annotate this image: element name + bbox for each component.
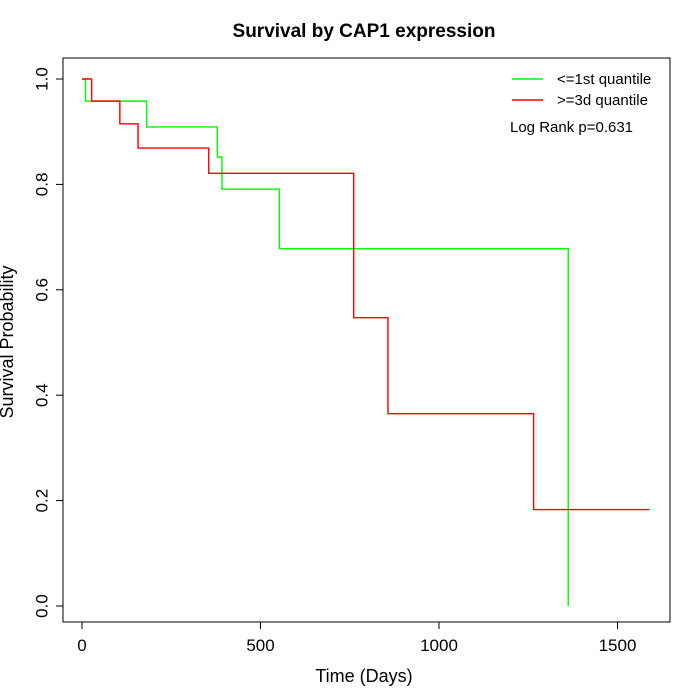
chart-title: Survival by CAP1 expression — [233, 21, 496, 42]
legend: <=1st quantile >=3d quantile — [512, 71, 651, 109]
series-line-0 — [82, 78, 569, 606]
plot-frame — [62, 57, 671, 623]
legend-label: <=1st quantile — [557, 71, 651, 88]
x-tick-label: 500 — [246, 636, 274, 655]
y-tick-label: 0.2 — [32, 489, 51, 513]
y-axis: 0.0 0.2 0.4 0.6 0.8 1.0 — [32, 67, 64, 618]
series-line-1 — [82, 78, 650, 511]
y-tick-label: 1.0 — [32, 67, 51, 91]
y-tick-label: 0.0 — [32, 594, 51, 618]
x-axis-label: Time (Days) — [315, 666, 412, 686]
x-axis: 0 500 1000 1500 — [77, 621, 637, 655]
y-tick-label: 0.8 — [32, 173, 51, 197]
log-rank-annotation: Log Rank p=0.631 — [510, 119, 633, 136]
series-layer — [82, 78, 650, 606]
x-tick-label: 1500 — [599, 636, 637, 655]
legend-label: >=3d quantile — [557, 92, 648, 109]
y-tick-label: 0.4 — [32, 383, 51, 407]
y-axis-label: Survival Probability — [0, 265, 17, 418]
x-tick-label: 1000 — [420, 636, 458, 655]
y-tick-label: 0.6 — [32, 278, 51, 302]
x-tick-label: 0 — [77, 636, 86, 655]
